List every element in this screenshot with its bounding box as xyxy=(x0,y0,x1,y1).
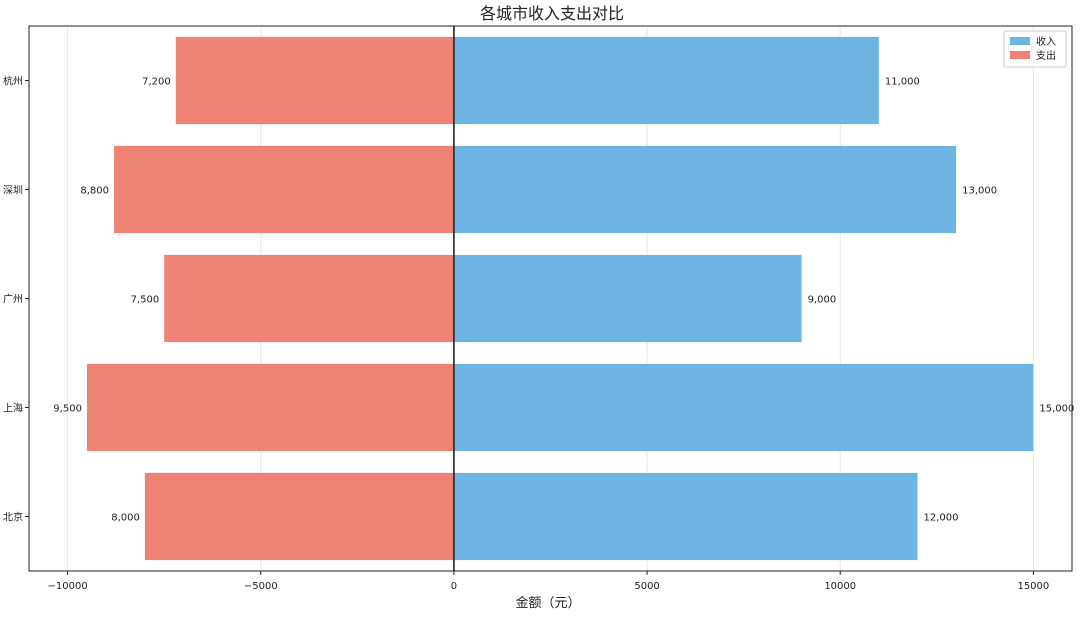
x-tick-label: 10000 xyxy=(824,581,856,592)
data-label: 9,000 xyxy=(808,295,837,306)
legend-box xyxy=(1003,30,1067,68)
bar-支出-上海 xyxy=(86,363,454,452)
legend-label: 支出 xyxy=(1036,49,1056,62)
y-tick-label: 深圳 xyxy=(3,185,23,197)
data-label: 7,200 xyxy=(142,77,171,88)
x-tick-label: 15000 xyxy=(1017,581,1049,592)
x-tick-label: 5000 xyxy=(634,581,659,592)
y-tick-label: 北京 xyxy=(3,511,23,524)
bar-收入-广州 xyxy=(453,254,802,343)
data-label: 7,500 xyxy=(131,295,160,306)
bar-支出-深圳 xyxy=(113,145,454,234)
legend-swatch xyxy=(1010,51,1030,59)
bar-支出-广州 xyxy=(164,254,454,343)
x-tick-label: −10000 xyxy=(48,581,88,592)
axis-layer: −10000 −5000 0 5000 10000 15000 北京 上海 广州 深圳 杭州 xyxy=(3,75,1049,593)
data-label: 15,000 xyxy=(1039,404,1074,415)
bar-收入-深圳 xyxy=(453,145,957,234)
legend-swatch xyxy=(1010,37,1030,45)
legend: 收入支出 xyxy=(1003,30,1067,68)
data-label: 12,000 xyxy=(923,513,958,524)
bar-收入-杭州 xyxy=(453,36,879,125)
data-label-layer: 12,000 15,000 9,000 13,000 11,000 8,000 9,500 7… xyxy=(53,77,1074,524)
data-label: 8,000 xyxy=(111,513,140,524)
bar-支出-杭州 xyxy=(175,36,454,125)
y-tick-label: 广州 xyxy=(3,294,23,306)
x-tick-label: 0 xyxy=(451,581,457,592)
bar-支出-北京 xyxy=(144,472,454,561)
y-tick-label: 上海 xyxy=(3,402,23,415)
data-label: 9,500 xyxy=(53,404,82,415)
bars-layer xyxy=(86,36,1034,561)
chart-title: 各城市收入支出对比 xyxy=(480,4,624,23)
x-axis-title: 金额（元） xyxy=(515,595,580,611)
legend-label: 收入 xyxy=(1036,35,1056,48)
x-tick-label: −5000 xyxy=(244,581,278,592)
data-label: 13,000 xyxy=(962,186,997,197)
bar-收入-北京 xyxy=(453,472,918,561)
bar-收入-上海 xyxy=(453,363,1034,452)
data-label: 8,800 xyxy=(80,186,109,197)
y-tick-label: 杭州 xyxy=(3,75,23,88)
data-label: 11,000 xyxy=(885,77,920,88)
